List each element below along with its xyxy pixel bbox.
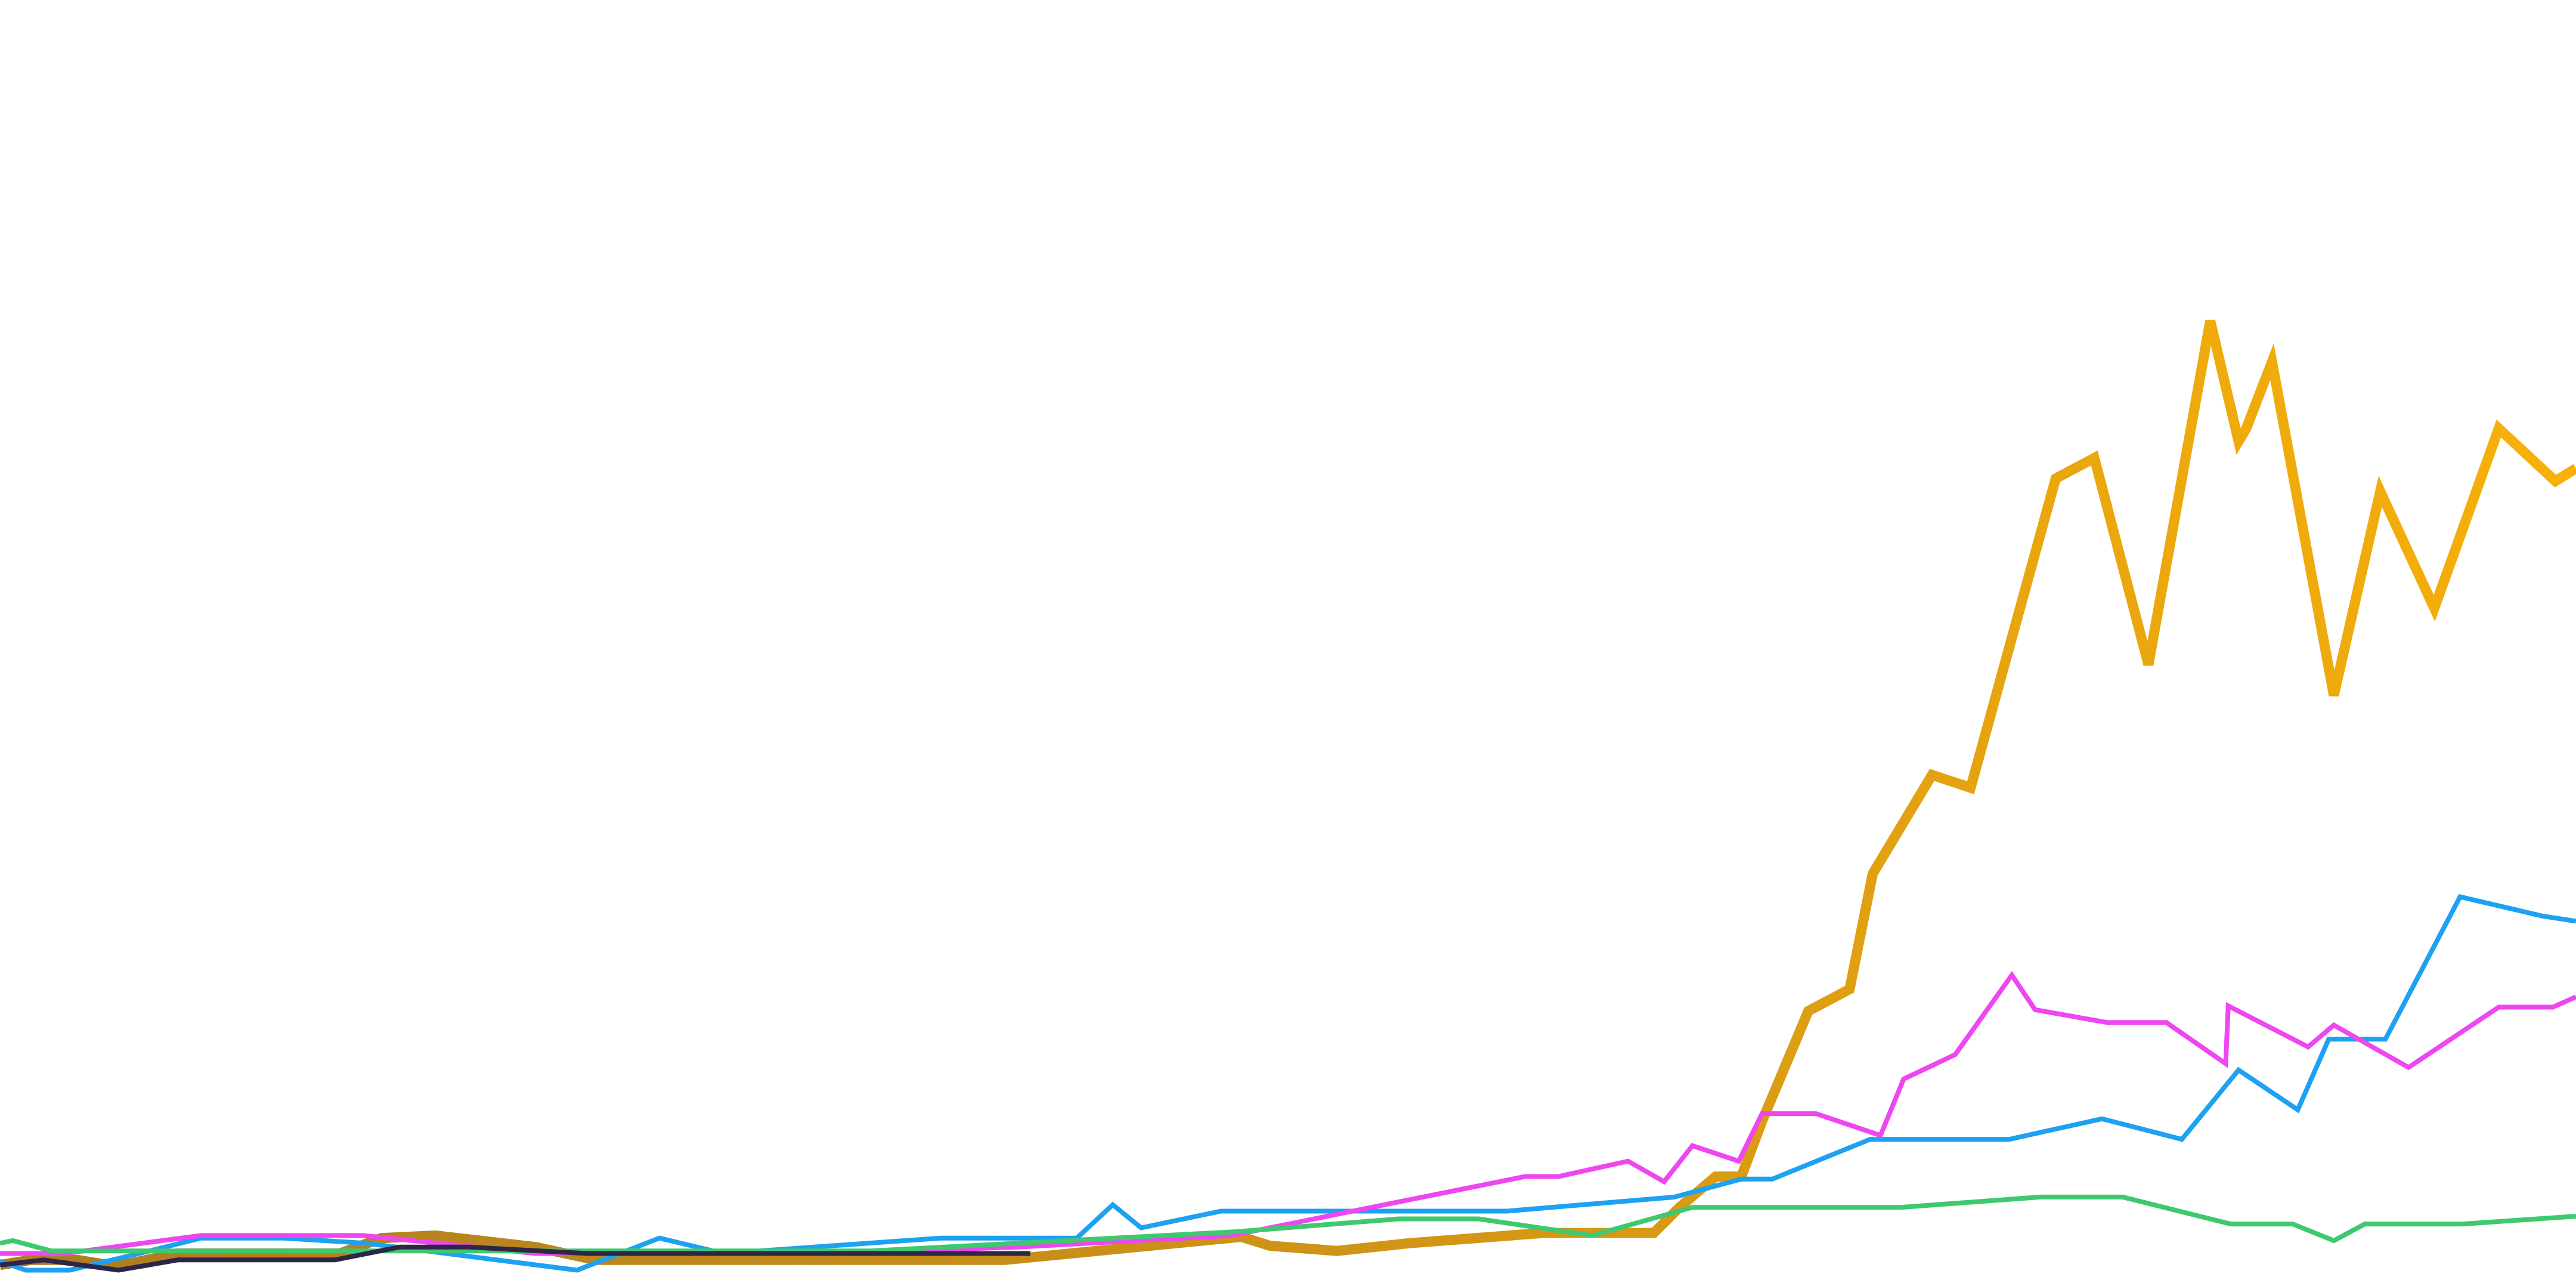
series-layer [0,319,2576,1273]
series-line-4 [0,1194,2576,1254]
series-line-1 [0,319,2576,1272]
series-line-5 [0,1244,1030,1273]
